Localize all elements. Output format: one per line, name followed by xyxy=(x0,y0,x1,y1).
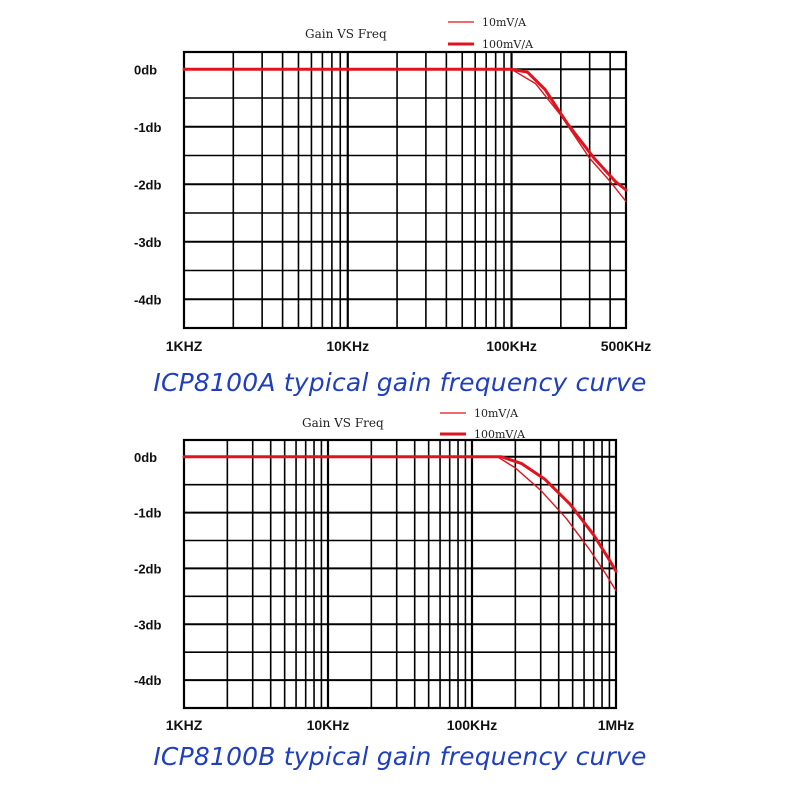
x-tick-label: 1MHz xyxy=(598,717,635,733)
series-line-100mv-a xyxy=(182,455,618,573)
plot-frame xyxy=(182,438,618,710)
y-tick-label: -2db xyxy=(134,561,162,576)
chart-title: Gain VS Freq xyxy=(305,27,387,41)
caption-icp8100b: ICP8100B typical gain frequency curve xyxy=(153,742,647,771)
y-tick-label: -3db xyxy=(134,617,162,632)
plot-frame xyxy=(182,50,628,330)
y-tick-label: -3db xyxy=(134,235,162,250)
y-tick-label: -4db xyxy=(134,673,162,688)
legend-label: 100mV/A xyxy=(474,428,526,441)
y-tick-label: -1db xyxy=(134,506,162,521)
legend-label: 100mV/A xyxy=(482,38,534,51)
chart-icp8100a: Gain VS Freq 10mV/A 100mV/A 0db -1db -2db -3db… xyxy=(134,16,651,354)
y-tick-label: -2db xyxy=(134,177,162,192)
y-tick-label: 0db xyxy=(134,62,157,77)
x-tick-label: 100KHz xyxy=(447,717,498,733)
y-tick-label: -1db xyxy=(134,120,162,135)
x-tick-label: 10KHz xyxy=(326,338,369,354)
x-tick-label: 100KHz xyxy=(486,338,537,354)
x-tick-label: 1KHZ xyxy=(166,717,203,733)
grid-lines xyxy=(184,52,626,328)
series-line-100mv-a xyxy=(182,67,628,192)
series-line-10mv-a xyxy=(183,68,627,203)
chart-title: Gain VS Freq xyxy=(302,416,384,430)
caption-icp8100a: ICP8100A typical gain frequency curve xyxy=(153,368,647,397)
x-tick-label: 500KHz xyxy=(601,338,652,354)
y-tick-label: -4db xyxy=(134,292,162,307)
y-tick-label: 0db xyxy=(134,450,157,465)
series-line-10mv-a xyxy=(183,456,617,592)
legend-label: 10mV/A xyxy=(482,16,527,29)
x-tick-label: 10KHz xyxy=(307,717,350,733)
grid-lines xyxy=(184,440,616,708)
chart-icp8100b: Gain VS Freq 10mV/A 100mV/A 0db -1db -2db -3db… xyxy=(134,407,634,733)
legend-label: 10mV/A xyxy=(474,407,519,420)
x-tick-label: 1KHZ xyxy=(166,338,203,354)
